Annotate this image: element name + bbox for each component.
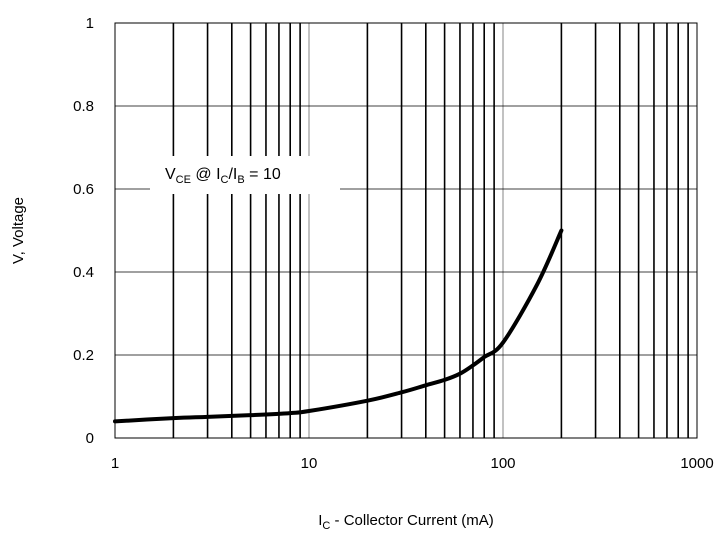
- y-grid: [115, 105, 697, 356]
- x-tick-label: 1: [111, 455, 119, 472]
- x-tick-label: 1000: [680, 455, 713, 472]
- x-axis-label-sub: C: [322, 520, 330, 532]
- y-axis-label: V, Voltage: [10, 197, 27, 264]
- x-tick-label: 100: [490, 455, 515, 472]
- y-tick-label: 0.8: [73, 98, 94, 115]
- series-line: [113, 228, 564, 424]
- x-axis-label-main: I: [318, 512, 322, 529]
- x-tick-labels: 1 10 100 1000: [111, 455, 714, 472]
- y-tick-label: 0: [86, 430, 94, 447]
- y-tick-label: 0.6: [73, 181, 94, 198]
- annotation-eq: = 10: [245, 166, 281, 183]
- y-tick-label: 0.4: [73, 264, 94, 281]
- annotation: VCE @ IC/IB = 10: [150, 156, 340, 194]
- annotation-ic-sub: C: [221, 174, 229, 186]
- plot-frame: [114, 22, 698, 439]
- annotation-background: [150, 156, 340, 194]
- x-tick-label: 10: [301, 455, 318, 472]
- annotation-slash: /I: [228, 166, 237, 183]
- annotation-v-sub: CE: [176, 174, 191, 186]
- annotation-at: @ I: [191, 166, 221, 183]
- x-axis-label: IC - Collector Current (mA): [318, 512, 493, 532]
- y-tick-label: 0.2: [73, 347, 94, 364]
- annotation-label: VCE @ IC/IB = 10: [165, 166, 281, 186]
- y-tick-label: 1: [86, 15, 94, 32]
- annotation-ib-sub: B: [237, 174, 244, 186]
- y-tick-labels: 0 0.2 0.4 0.6 0.8 1: [73, 15, 94, 447]
- x-grid: [172, 23, 689, 438]
- x-axis-label-rest: - Collector Current (mA): [330, 512, 493, 529]
- annotation-v: V: [165, 166, 176, 183]
